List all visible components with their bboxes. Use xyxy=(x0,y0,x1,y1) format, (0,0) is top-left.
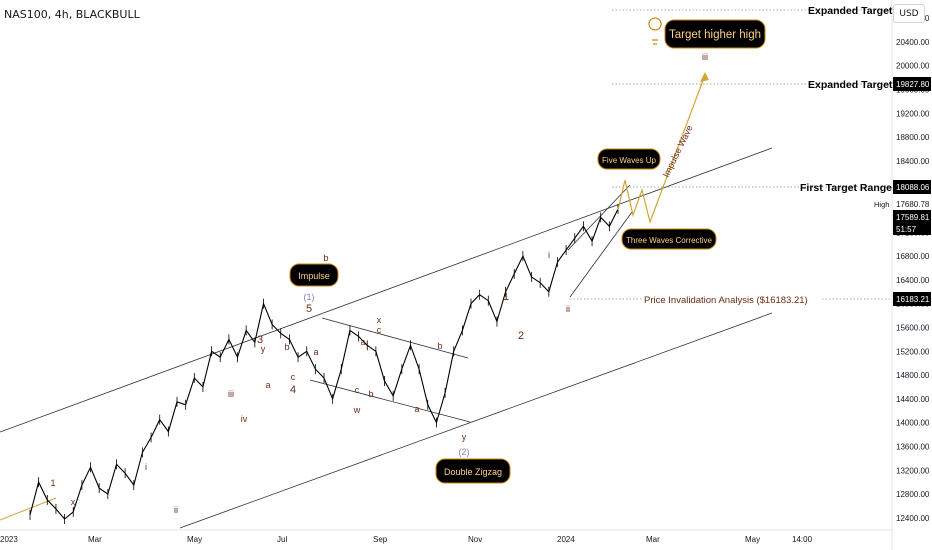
y-tick-label: 19200.00 xyxy=(896,109,930,118)
wave-label: c xyxy=(291,372,296,382)
price-tag-text: 19827.80 xyxy=(896,80,930,89)
y-tick-label: 13600.00 xyxy=(896,442,930,451)
wedge-lower-line xyxy=(569,211,633,298)
wave-label: 1 xyxy=(503,291,509,303)
y-tick-label: 20400.00 xyxy=(896,38,930,47)
x-tick-label: 14:00 xyxy=(792,535,813,544)
y-tick-label: 18400.00 xyxy=(896,157,930,166)
flag-lower-line xyxy=(309,379,471,423)
wave-label: i xyxy=(145,462,147,472)
x-tick-label: Mar xyxy=(88,535,102,544)
wave-label: c xyxy=(377,325,382,335)
price-tag-text: 17680.78 xyxy=(896,200,930,209)
level-label: Expanded Target xyxy=(808,79,893,91)
wave-label: x xyxy=(71,497,76,507)
channel-lower-line xyxy=(179,312,773,529)
price-tag-text: 17589.81 xyxy=(896,213,930,222)
level-label: First Target Range xyxy=(800,182,892,194)
callout-text: Double Zigzag xyxy=(444,467,502,477)
early-trend-line xyxy=(0,497,57,521)
price-axis-bg xyxy=(892,0,932,550)
y-tick-label: 18800.00 xyxy=(896,133,930,142)
channel-upper-line xyxy=(0,147,773,433)
wave-label: 5 xyxy=(306,303,312,315)
price-tag-text: 16183.21 xyxy=(896,295,930,304)
wave-label: a xyxy=(360,337,365,347)
y-tick-label: 14000.00 xyxy=(896,419,930,428)
level-label: Price Invalidation Analysis ($16183.21) xyxy=(644,295,808,306)
x-tick-label: 2023 xyxy=(0,535,18,544)
wave-label: b xyxy=(284,342,289,352)
callout-text: Five Waves Up xyxy=(602,156,656,165)
wave-label: (2) xyxy=(459,447,470,457)
price-tag-bg xyxy=(893,292,931,306)
y-tick-label: 12400.00 xyxy=(896,514,930,523)
wave-label: 2 xyxy=(518,330,524,342)
wave-label: i xyxy=(548,250,550,260)
y-tick-label: 13200.00 xyxy=(896,466,930,475)
callout-text: Three Waves Corrective xyxy=(626,236,713,245)
wave-label: a xyxy=(313,347,318,357)
y-tick-label: 16400.00 xyxy=(896,276,930,285)
wave-label: iv xyxy=(241,414,248,424)
wave-label: iii xyxy=(702,52,708,62)
lightbulb-icon xyxy=(648,17,662,45)
currency-button[interactable]: USD xyxy=(893,4,925,23)
x-tick-label: Jul xyxy=(277,535,287,544)
level-label-bg xyxy=(642,292,820,305)
callout-box xyxy=(289,263,339,287)
impulse-wave-label: Impulse Wave xyxy=(661,124,695,179)
price-tag-text: 18088.06 xyxy=(896,183,930,192)
wave-label: 1 xyxy=(50,478,55,488)
x-tick-label: Mar xyxy=(646,535,660,544)
wave-label: ii xyxy=(566,304,570,314)
price-tag-bg xyxy=(893,223,931,235)
wave-label: a xyxy=(414,404,419,414)
wave-label: b xyxy=(323,253,328,263)
wave-label: b xyxy=(368,389,373,399)
wave-label: w xyxy=(353,405,361,415)
projection-path xyxy=(617,74,706,225)
x-tick-label: Nov xyxy=(468,535,482,544)
wave-label: c xyxy=(355,385,360,395)
projection-arrowhead xyxy=(700,72,709,82)
price-tag-bg xyxy=(893,77,931,91)
price-tag-bg xyxy=(893,180,931,194)
flag-upper-line xyxy=(321,317,469,359)
wave-label: x xyxy=(377,315,382,325)
y-tick-label: 14800.00 xyxy=(896,371,930,380)
wave-label: a xyxy=(265,380,270,390)
wave-label: 3 xyxy=(257,334,263,346)
x-tick-label: May xyxy=(187,535,202,544)
callout-box xyxy=(664,19,766,49)
callout-text: Target higher high xyxy=(669,29,761,41)
level-label: Expanded Target xyxy=(808,5,893,17)
price-caption: High xyxy=(874,200,889,209)
y-tick-label: 15200.00 xyxy=(896,347,930,356)
callout-text: Impulse xyxy=(298,271,330,281)
wave-label: y xyxy=(462,432,467,442)
y-tick-label: 14400.00 xyxy=(896,395,930,404)
wave-label: (1) xyxy=(304,292,315,302)
callout-box xyxy=(435,458,511,484)
wave-label: y xyxy=(261,344,266,354)
callout-box xyxy=(597,148,661,170)
y-tick-label: 15600.00 xyxy=(896,323,930,332)
wave-label: ii xyxy=(174,505,178,515)
wave-label: b xyxy=(437,341,442,351)
x-tick-label: 2024 xyxy=(557,535,575,544)
price-tag-bg xyxy=(893,210,931,224)
y-tick-label: 20000.00 xyxy=(896,62,930,71)
wave-label: 4 xyxy=(290,384,296,396)
x-tick-label: Sep xyxy=(373,535,388,544)
wedge-upper-line xyxy=(567,184,631,251)
callout-box xyxy=(621,228,717,250)
symbol-header: NAS100, 4h, BLACKBULL xyxy=(4,8,140,21)
x-tick-label: May xyxy=(745,535,760,544)
price-tag-sub: 51:57 xyxy=(896,225,917,234)
y-tick-label: 12800.00 xyxy=(896,490,930,499)
y-tick-label: 16800.00 xyxy=(896,252,930,261)
wave-label: iii xyxy=(228,389,234,399)
